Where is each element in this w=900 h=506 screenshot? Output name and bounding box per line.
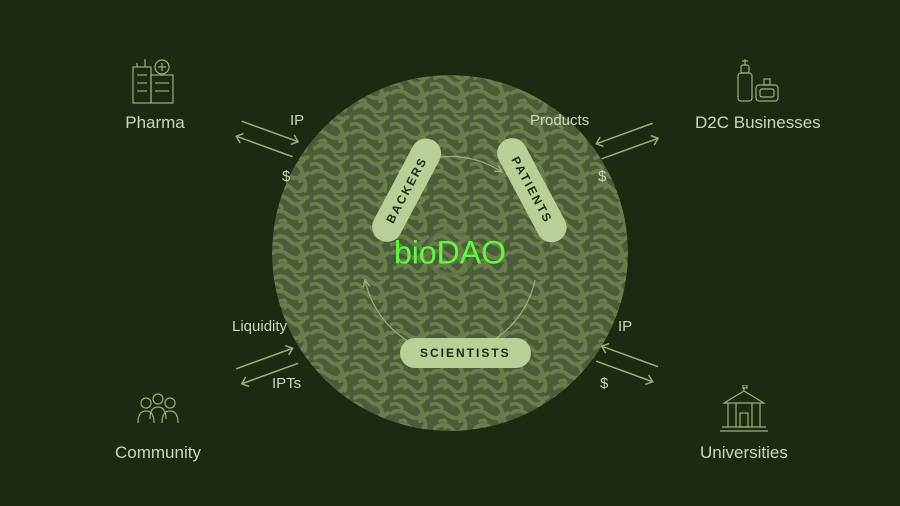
pill-scientists: SCIENTISTS — [400, 338, 531, 368]
center-title: bioDAO — [394, 235, 506, 272]
